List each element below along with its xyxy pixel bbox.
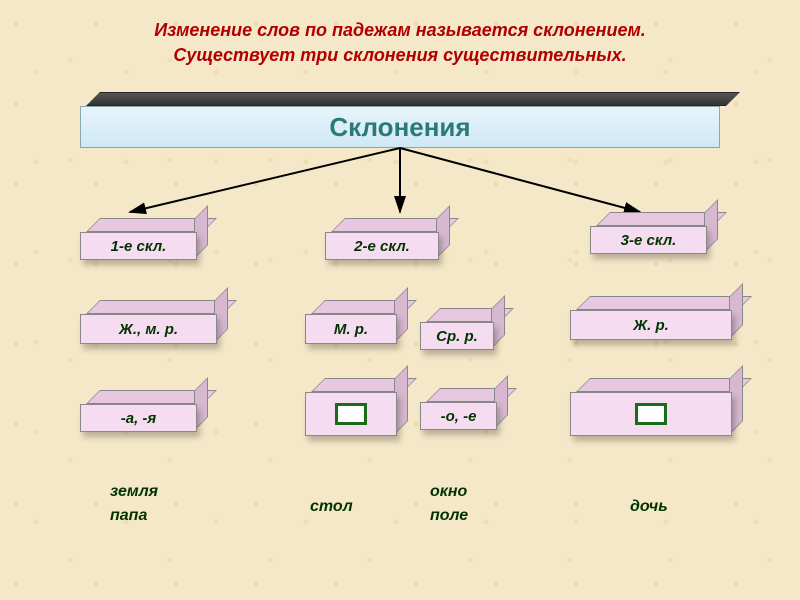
- example-2: окнополе: [430, 480, 468, 528]
- box-label-g3: Ср. р.: [420, 322, 494, 350]
- box-label-d3: 3-е скл.: [590, 226, 707, 254]
- box-g3: Ср. р.: [420, 308, 492, 350]
- box-e1: -а, -я: [80, 390, 195, 432]
- example-0: земляпапа: [110, 480, 158, 528]
- title-line2: Существует три склонения существительных…: [0, 43, 800, 68]
- slide-title: Изменение слов по падежам называется скл…: [0, 0, 800, 68]
- box-label-d1: 1-е скл.: [80, 232, 197, 260]
- box-e3: -о, -е: [420, 388, 495, 430]
- example-3: дочь: [630, 495, 668, 519]
- box-e2: [305, 378, 395, 436]
- box-label-e1: -а, -я: [80, 404, 197, 432]
- box-d3: 3-е скл.: [590, 212, 705, 254]
- zero-ending-icon: [335, 403, 367, 425]
- box-label-g1: Ж., м. р.: [80, 314, 217, 344]
- box-label-e4: [570, 392, 732, 436]
- box-label-d2: 2-е скл.: [325, 232, 439, 260]
- main-concept-bar: Склонения: [80, 92, 720, 148]
- example-1: стол: [310, 495, 353, 519]
- box-d1: 1-е скл.: [80, 218, 195, 260]
- box-label-g2: М. р.: [305, 314, 397, 344]
- box-g2: М. р.: [305, 300, 395, 344]
- main-bar-3d-top: [86, 92, 740, 106]
- box-g4: Ж. р.: [570, 296, 730, 340]
- main-bar-label: Склонения: [80, 106, 720, 148]
- box-label-e3: -о, -е: [420, 402, 497, 430]
- box-d2: 2-е скл.: [325, 218, 437, 260]
- box-label-e2: [305, 392, 397, 436]
- box-g1: Ж., м. р.: [80, 300, 215, 344]
- box-label-g4: Ж. р.: [570, 310, 732, 340]
- title-line1: Изменение слов по падежам называется скл…: [0, 18, 800, 43]
- box-e4: [570, 378, 730, 436]
- zero-ending-icon: [635, 403, 667, 425]
